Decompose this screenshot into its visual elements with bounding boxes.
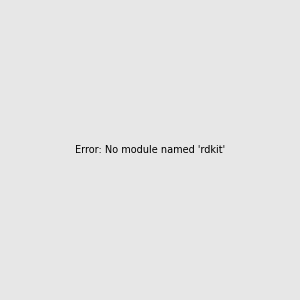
Text: Error: No module named 'rdkit': Error: No module named 'rdkit' (75, 145, 225, 155)
